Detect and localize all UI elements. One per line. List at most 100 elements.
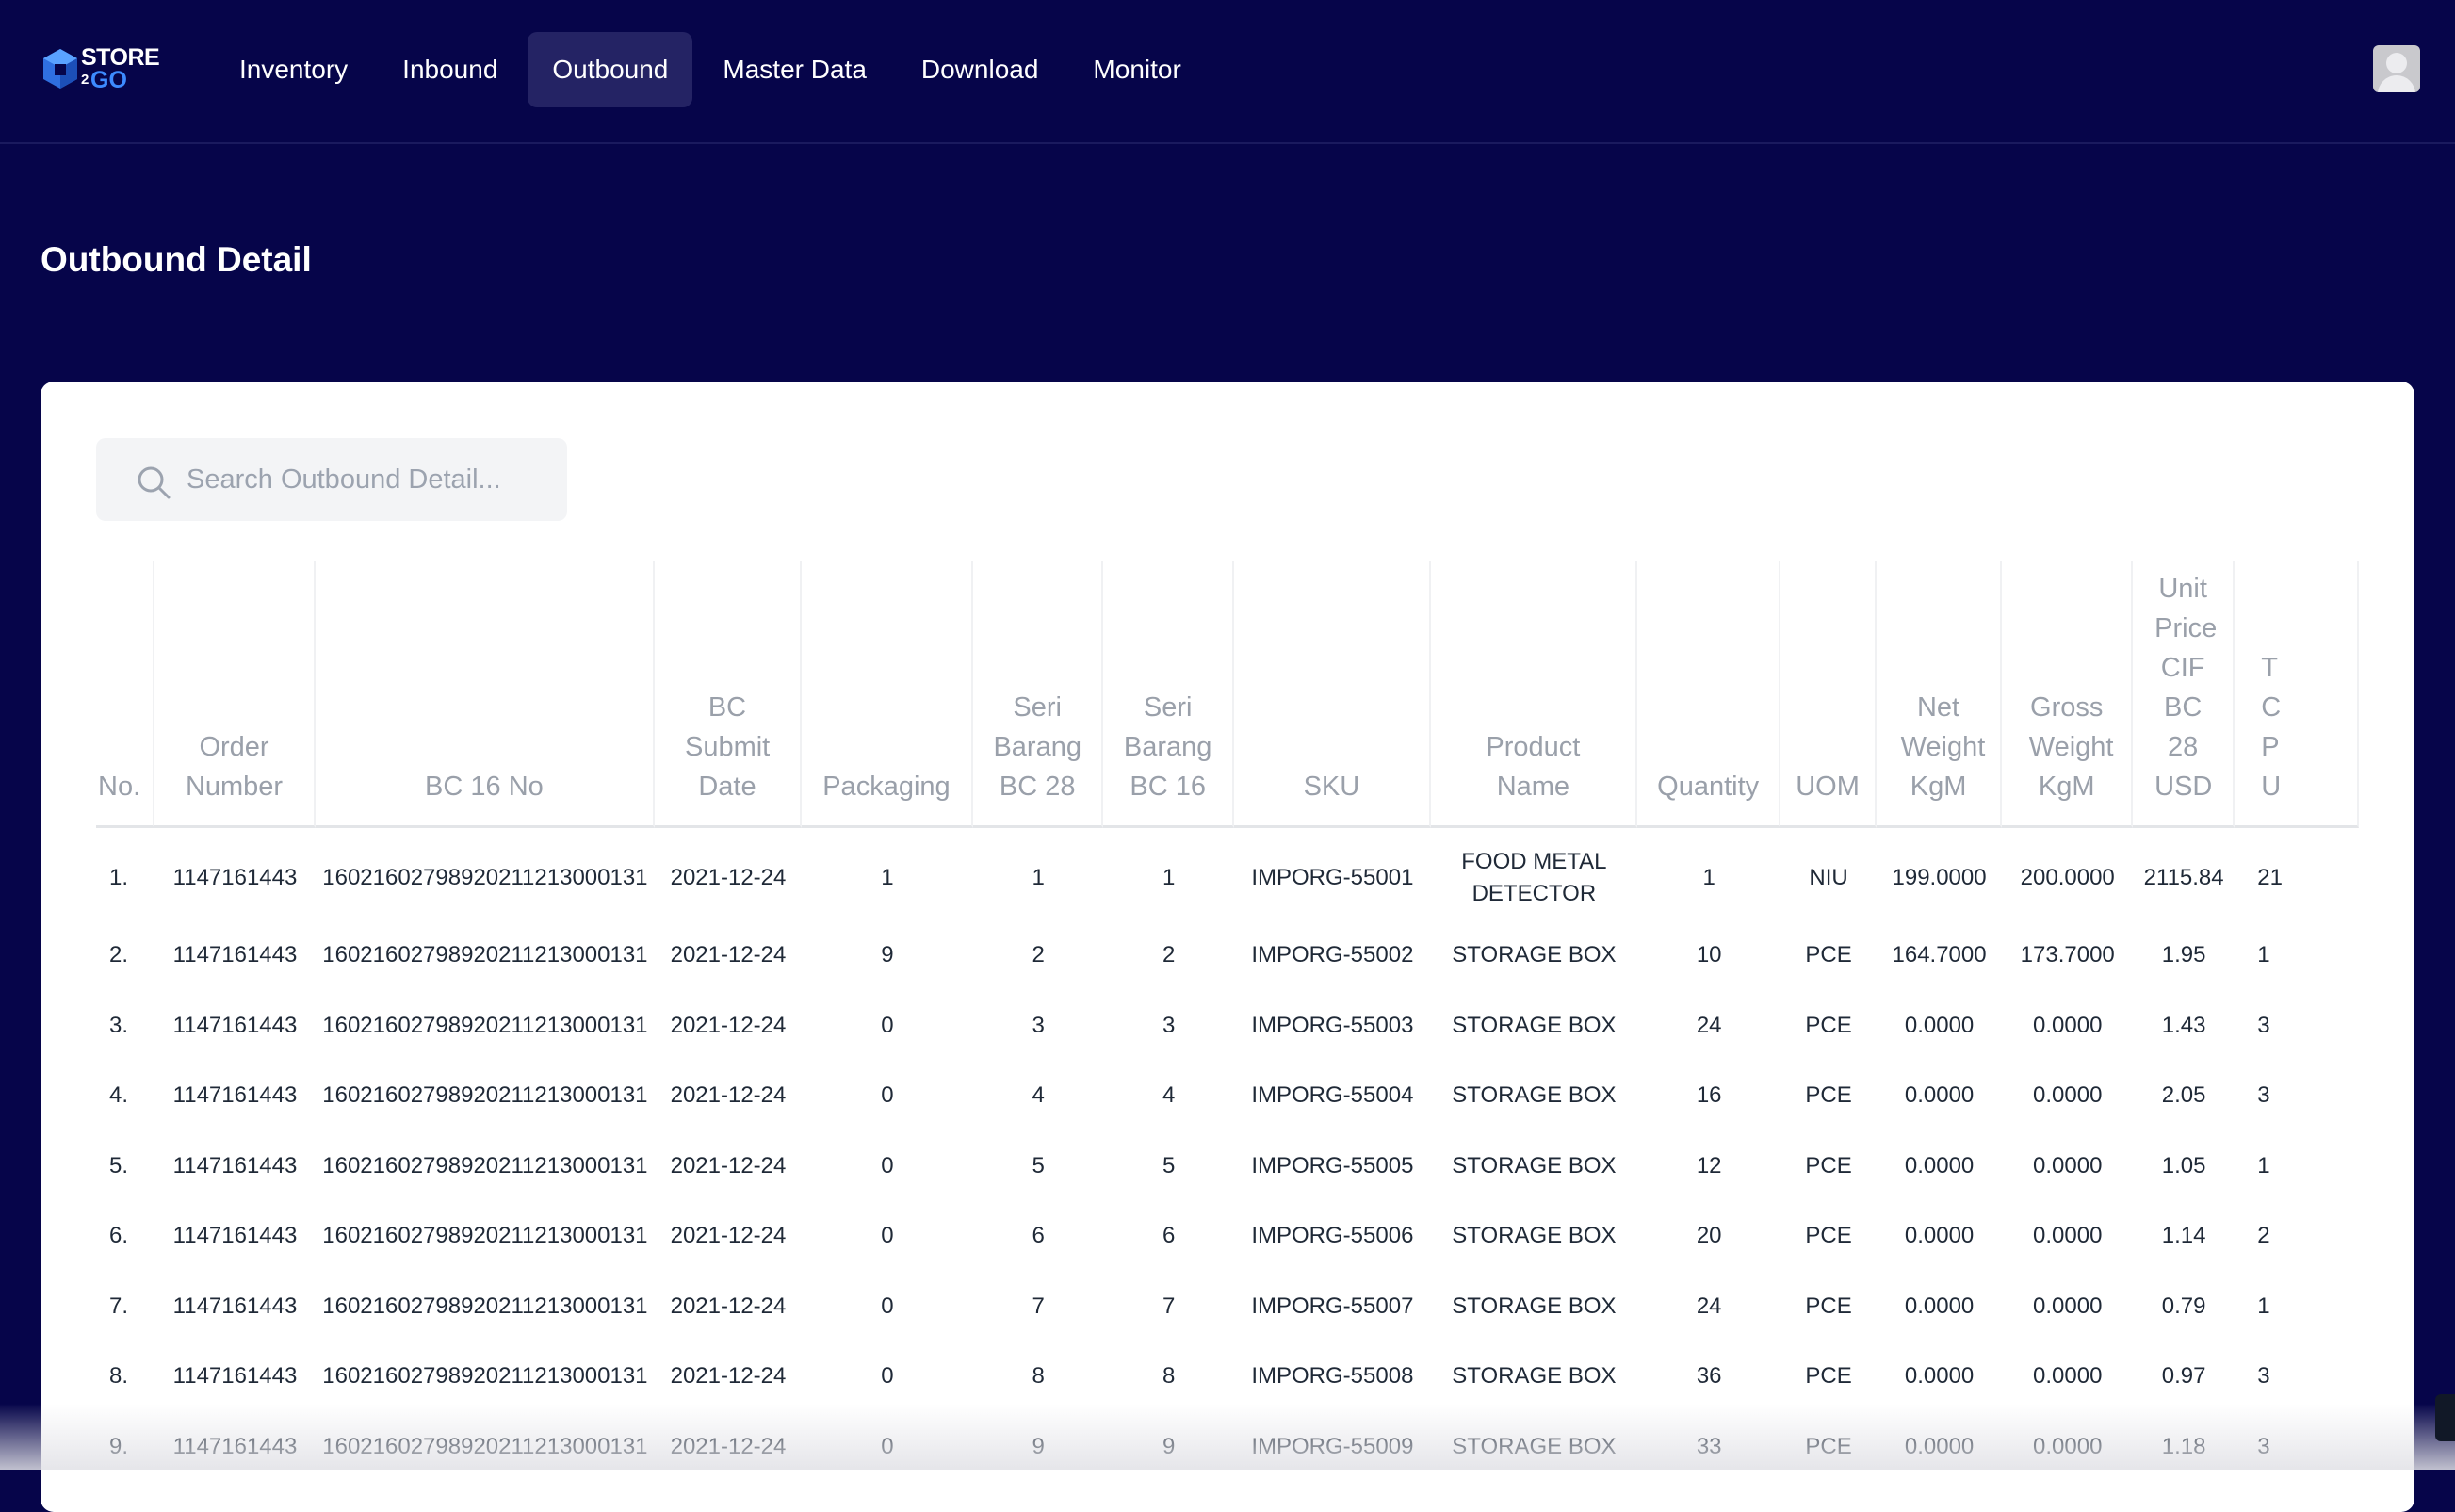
cell-uom: PCE xyxy=(1805,1293,1852,1319)
column-header-total-cif[interactable]: T C P U xyxy=(2235,561,2359,828)
cell-bc-submit-date: 2021-12-24 xyxy=(670,1363,787,1390)
cell-no: 2. xyxy=(109,942,129,968)
cell-uom: PCE xyxy=(1805,1363,1852,1390)
column-header-uom[interactable]: UOM xyxy=(1780,561,1877,828)
cell-bc-submit-date: 2021-12-24 xyxy=(670,1293,787,1319)
cell-sku: IMPORG-55007 xyxy=(1251,1293,1414,1319)
cell-no: 6. xyxy=(109,1223,129,1249)
column-header-label: Order Number xyxy=(185,732,284,802)
cell-net-weight: 199.0000 xyxy=(1892,865,1987,890)
column-header-seri-barang-bc16[interactable]: Seri Barang BC 16 xyxy=(1103,561,1234,828)
cell-product-name: STORAGE BOX xyxy=(1452,1363,1617,1390)
cell-bc-submit-date: 2021-12-24 xyxy=(670,1012,787,1038)
cell-gross-weight: 0.0000 xyxy=(2033,1223,2103,1249)
cell-quantity: 33 xyxy=(1696,1433,1722,1459)
column-header-net-weight[interactable]: Net Weight KgM xyxy=(1876,561,2003,828)
column-header-label: Net Weight KgM xyxy=(1900,692,1986,802)
nav-item-monitor[interactable]: Monitor xyxy=(1093,55,1181,84)
table-row[interactable]: 2. 1147161443 16021602798920211213000131… xyxy=(96,920,2359,991)
store2go-logo[interactable]: STORE 2 GO xyxy=(41,43,160,96)
cell-packaging: 0 xyxy=(881,1082,894,1109)
column-header-product-name[interactable]: Product Name xyxy=(1430,561,1637,828)
cell-quantity: 20 xyxy=(1696,1223,1722,1249)
cell-net-weight: 0.0000 xyxy=(1904,1012,1975,1038)
nav-item-inbound[interactable]: Inbound xyxy=(402,55,498,84)
cell-seri-barang-bc16: 8 xyxy=(1162,1363,1176,1390)
column-header-packaging[interactable]: Packaging xyxy=(801,561,973,828)
cell-product-name: STORAGE BOX xyxy=(1452,1082,1617,1109)
cell-unit-price: 2.05 xyxy=(2161,1082,2206,1109)
search-input[interactable] xyxy=(187,438,554,521)
cell-net-weight: 0.0000 xyxy=(1904,1293,1975,1319)
table-row[interactable]: 5. 1147161443 16021602798920211213000131… xyxy=(96,1131,2359,1202)
cell-bc16-no: 16021602798920211213000131 xyxy=(322,1012,648,1038)
logo-text-store: STORE xyxy=(81,44,160,71)
cell-packaging: 1 xyxy=(881,865,894,890)
cell-sku: IMPORG-55004 xyxy=(1251,1082,1414,1109)
cell-uom: PCE xyxy=(1805,1223,1852,1249)
nav-item-outbound[interactable]: Outbound xyxy=(528,32,693,107)
cell-unit-price: 1.18 xyxy=(2161,1433,2206,1459)
cell-bc-submit-date: 2021-12-24 xyxy=(670,942,787,968)
cell-order-number: 1147161443 xyxy=(172,1152,298,1179)
column-header-label: Unit Price CIF BC 28 USD xyxy=(2154,574,2218,802)
cell-sku: IMPORG-55001 xyxy=(1251,865,1414,890)
scroll-handle[interactable] xyxy=(2435,1394,2455,1441)
cell-net-weight: 0.0000 xyxy=(1904,1082,1975,1109)
top-navbar: STORE 2 GO Inventory Inbound Outbound Ma… xyxy=(0,0,2455,144)
cell-order-number: 1147161443 xyxy=(172,1012,298,1038)
cell-seri-barang-bc16: 6 xyxy=(1162,1223,1176,1249)
cell-uom: PCE xyxy=(1805,1082,1852,1109)
column-header-order-number[interactable]: Order Number xyxy=(154,561,316,828)
cell-gross-weight: 0.0000 xyxy=(2033,1433,2103,1459)
table-row[interactable]: 7. 1147161443 16021602798920211213000131… xyxy=(96,1272,2359,1342)
cell-product-name: STORAGE BOX xyxy=(1452,1012,1617,1038)
column-header-bc16-no[interactable]: BC 16 No xyxy=(315,561,656,828)
search-box[interactable] xyxy=(96,438,567,521)
table-row[interactable]: 8. 1147161443 16021602798920211213000131… xyxy=(96,1341,2359,1412)
nav-item-download[interactable]: Download xyxy=(920,55,1039,84)
column-header-sku[interactable]: SKU xyxy=(1233,561,1431,828)
cell-bc16-no: 16021602798920211213000131 xyxy=(322,942,648,968)
table-row[interactable]: 1. 1147161443 16021602798920211213000131… xyxy=(96,828,2359,920)
cell-quantity: 16 xyxy=(1696,1082,1722,1109)
column-header-seri-barang-bc28[interactable]: Seri Barang BC 28 xyxy=(972,561,1104,828)
column-header-no[interactable]: No. xyxy=(96,561,155,828)
cell-quantity: 12 xyxy=(1696,1152,1722,1179)
cell-packaging: 0 xyxy=(881,1433,894,1459)
user-avatar[interactable] xyxy=(2373,45,2420,92)
table-row[interactable]: 4. 1147161443 16021602798920211213000131… xyxy=(96,1061,2359,1131)
table-container[interactable]: No. Order Number BC 16 No BC Submit Date… xyxy=(96,561,2359,1512)
cell-seri-barang-bc16: 3 xyxy=(1162,1012,1176,1038)
cell-order-number: 1147161443 xyxy=(172,1293,298,1319)
column-header-unit-price-cif[interactable]: Unit Price CIF BC 28 USD xyxy=(2133,561,2236,828)
column-header-gross-weight[interactable]: Gross Weight KgM xyxy=(2002,561,2134,828)
cell-product-name: STORAGE BOX xyxy=(1452,942,1617,968)
column-header-label: BC Submit Date xyxy=(684,692,771,802)
table-row[interactable]: 6. 1147161443 16021602798920211213000131… xyxy=(96,1201,2359,1272)
cell-packaging: 0 xyxy=(881,1223,894,1249)
cell-bc-submit-date: 2021-12-24 xyxy=(670,1152,787,1179)
column-header-bc-submit-date[interactable]: BC Submit Date xyxy=(655,561,802,828)
nav-item-inventory[interactable]: Inventory xyxy=(239,55,349,84)
cell-gross-weight: 0.0000 xyxy=(2033,1293,2103,1319)
cell-packaging: 0 xyxy=(881,1012,894,1038)
cell-uom: PCE xyxy=(1805,1433,1852,1459)
table-row[interactable]: 9. 1147161443 16021602798920211213000131… xyxy=(96,1412,2359,1483)
cell-bc16-no: 16021602798920211213000131 xyxy=(322,1152,648,1179)
cell-sku: IMPORG-55005 xyxy=(1251,1152,1414,1179)
cell-product-name: STORAGE BOX xyxy=(1452,1433,1617,1459)
cell-quantity: 1 xyxy=(1702,865,1715,890)
cell-total-cif: 3 xyxy=(2257,1433,2270,1459)
logo-text-2: 2 xyxy=(81,72,89,88)
cell-gross-weight: 173.7000 xyxy=(2020,942,2115,968)
nav-item-master-data[interactable]: Master Data xyxy=(723,55,867,84)
cell-gross-weight: 0.0000 xyxy=(2033,1012,2103,1038)
table-row[interactable]: 3. 1147161443 16021602798920211213000131… xyxy=(96,991,2359,1062)
cell-order-number: 1147161443 xyxy=(172,1082,298,1109)
cell-bc16-no: 16021602798920211213000131 xyxy=(322,1433,648,1459)
cell-seri-barang-bc28: 7 xyxy=(1032,1293,1045,1319)
cell-packaging: 0 xyxy=(881,1363,894,1390)
column-header-quantity[interactable]: Quantity xyxy=(1636,561,1781,828)
cell-total-cif: 3 xyxy=(2257,1363,2270,1390)
